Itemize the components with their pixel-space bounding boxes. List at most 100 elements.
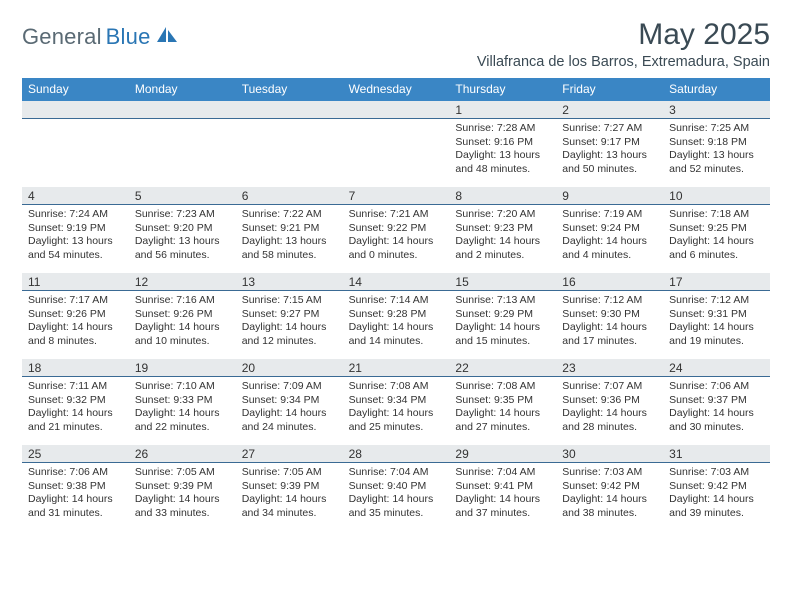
sunrise-line: Sunrise: 7:04 AM xyxy=(349,466,444,480)
day-cell: 8Sunrise: 7:20 AMSunset: 9:23 PMDaylight… xyxy=(449,187,556,273)
day-number: 15 xyxy=(449,273,556,291)
sunset-line: Sunset: 9:19 PM xyxy=(28,222,123,236)
day-number: 30 xyxy=(556,445,663,463)
day-cell: 19 Sunrise: 7:10 AMSunset: 9:33 PMDayligh… xyxy=(129,359,236,445)
day-cell: 15Sunrise: 7:13 AMSunset: 9:29 PMDayligh… xyxy=(449,273,556,359)
day-number: 21 xyxy=(343,359,450,377)
day-number: 19 xyxy=(129,359,236,377)
sunset-line: Sunset: 9:31 PM xyxy=(669,308,764,322)
day-number: 11 xyxy=(22,273,129,291)
sunrise-line: Sunrise: 7:03 AM xyxy=(669,466,764,480)
day-number: 3 xyxy=(663,101,770,119)
day-number: 12 xyxy=(129,273,236,291)
weekday-label: Thursday xyxy=(449,78,556,101)
daylight-line: Daylight: 14 hours and 2 minutes. xyxy=(455,235,550,262)
sunrise-line: Sunrise: 7:07 AM xyxy=(562,380,657,394)
day-body: Sunrise: 7:28 AMSunset: 9:16 PMDaylight:… xyxy=(449,122,556,181)
sunrise-line: Sunrise: 7:15 AM xyxy=(242,294,337,308)
daylight-line: Daylight: 14 hours and 12 minutes. xyxy=(242,321,337,348)
sunset-line: Sunset: 9:42 PM xyxy=(562,480,657,494)
day-number: 22 xyxy=(449,359,556,377)
sunrise-line: Sunrise: 7:04 AM xyxy=(455,466,550,480)
daylight-line: Daylight: 14 hours and 25 minutes. xyxy=(349,407,444,434)
day-body: Sunrise: 7:20 AMSunset: 9:23 PMDaylight:… xyxy=(449,208,556,267)
day-body: Sunrise: 7:22 AMSunset: 9:21 PMDaylight:… xyxy=(236,208,343,267)
sunset-line: Sunset: 9:21 PM xyxy=(242,222,337,236)
day-body: Sunrise: 7:18 AMSunset: 9:25 PMDaylight:… xyxy=(663,208,770,267)
daylight-line: Daylight: 14 hours and 27 minutes. xyxy=(455,407,550,434)
week-row: 4Sunrise: 7:24 AMSunset: 9:19 PMDaylight… xyxy=(22,187,770,273)
sunset-line: Sunset: 9:23 PM xyxy=(455,222,550,236)
day-number: 16 xyxy=(556,273,663,291)
sunrise-line: Sunrise: 7:28 AM xyxy=(455,122,550,136)
day-body: Sunrise: 7:05 AMSunset: 9:39 PMDaylight:… xyxy=(129,466,236,525)
sunrise-line: Sunrise: 7:08 AM xyxy=(455,380,550,394)
day-body: Sunrise: 7:12 AMSunset: 9:31 PMDaylight:… xyxy=(663,294,770,353)
weekday-label: Friday xyxy=(556,78,663,101)
day-body: Sunrise: 7:12 AMSunset: 9:30 PMDaylight:… xyxy=(556,294,663,353)
day-body: Sunrise: 7:03 AMSunset: 9:42 PMDaylight:… xyxy=(663,466,770,525)
daylight-line: Daylight: 14 hours and 21 minutes. xyxy=(28,407,123,434)
daylight-line: Daylight: 14 hours and 33 minutes. xyxy=(135,493,230,520)
day-body: Sunrise: 7:09 AMSunset: 9:34 PMDaylight:… xyxy=(236,380,343,439)
daylight-line: Daylight: 14 hours and 19 minutes. xyxy=(669,321,764,348)
day-cell: 20Sunrise: 7:09 AMSunset: 9:34 PMDayligh… xyxy=(236,359,343,445)
sunrise-line: Sunrise: 7:09 AM xyxy=(242,380,337,394)
sunset-line: Sunset: 9:34 PM xyxy=(349,394,444,408)
daylight-line: Daylight: 14 hours and 6 minutes. xyxy=(669,235,764,262)
sunset-line: Sunset: 9:36 PM xyxy=(562,394,657,408)
daylight-line: Daylight: 14 hours and 15 minutes. xyxy=(455,321,550,348)
day-cell: 2Sunrise: 7:27 AMSunset: 9:17 PMDaylight… xyxy=(556,101,663,187)
day-number: 24 xyxy=(663,359,770,377)
day-number: 5 xyxy=(129,187,236,205)
day-number xyxy=(236,101,343,119)
calendar: SundayMondayTuesdayWednesdayThursdayFrid… xyxy=(22,78,770,531)
day-number xyxy=(129,101,236,119)
day-cell: 24 Sunrise: 7:06 AMSunset: 9:37 PMDayligh… xyxy=(663,359,770,445)
day-body: Sunrise: 7:06 AMSunset: 9:37 PMDaylight:… xyxy=(663,380,770,439)
sunrise-line: Sunrise: 7:17 AM xyxy=(28,294,123,308)
day-cell: 11 Sunrise: 7:17 AMSunset: 9:26 PMDayligh… xyxy=(22,273,129,359)
daylight-line: Daylight: 14 hours and 14 minutes. xyxy=(349,321,444,348)
sunset-line: Sunset: 9:39 PM xyxy=(135,480,230,494)
day-number: 23 xyxy=(556,359,663,377)
sunset-line: Sunset: 9:30 PM xyxy=(562,308,657,322)
sunset-line: Sunset: 9:41 PM xyxy=(455,480,550,494)
sunrise-line: Sunrise: 7:25 AM xyxy=(669,122,764,136)
day-body: Sunrise: 7:05 AMSunset: 9:39 PMDaylight:… xyxy=(236,466,343,525)
weekday-label: Saturday xyxy=(663,78,770,101)
day-cell: 3Sunrise: 7:25 AMSunset: 9:18 PMDaylight… xyxy=(663,101,770,187)
sunset-line: Sunset: 9:16 PM xyxy=(455,136,550,150)
logo-text-blue: Blue xyxy=(106,24,151,50)
day-body: Sunrise: 7:08 AMSunset: 9:34 PMDaylight:… xyxy=(343,380,450,439)
day-number: 17 xyxy=(663,273,770,291)
sunrise-line: Sunrise: 7:05 AM xyxy=(135,466,230,480)
day-cell: 30Sunrise: 7:03 AMSunset: 9:42 PMDayligh… xyxy=(556,445,663,531)
month-title: May 2025 xyxy=(477,18,770,52)
weekday-label: Sunday xyxy=(22,78,129,101)
sunrise-line: Sunrise: 7:24 AM xyxy=(28,208,123,222)
day-cell: 1Sunrise: 7:28 AMSunset: 9:16 PMDaylight… xyxy=(449,101,556,187)
day-body: Sunrise: 7:17 AMSunset: 9:26 PMDaylight:… xyxy=(22,294,129,353)
day-body: Sunrise: 7:10 AMSunset: 9:33 PMDaylight:… xyxy=(129,380,236,439)
daylight-line: Daylight: 13 hours and 54 minutes. xyxy=(28,235,123,262)
sunset-line: Sunset: 9:27 PM xyxy=(242,308,337,322)
sunset-line: Sunset: 9:25 PM xyxy=(669,222,764,236)
day-cell xyxy=(236,101,343,187)
sunrise-line: Sunrise: 7:10 AM xyxy=(135,380,230,394)
day-body: Sunrise: 7:08 AMSunset: 9:35 PMDaylight:… xyxy=(449,380,556,439)
daylight-line: Daylight: 14 hours and 17 minutes. xyxy=(562,321,657,348)
sunrise-line: Sunrise: 7:12 AM xyxy=(562,294,657,308)
sunset-line: Sunset: 9:28 PM xyxy=(349,308,444,322)
sunrise-line: Sunrise: 7:22 AM xyxy=(242,208,337,222)
sunset-line: Sunset: 9:34 PM xyxy=(242,394,337,408)
day-cell: 13 Sunrise: 7:15 AMSunset: 9:27 PMDayligh… xyxy=(236,273,343,359)
day-body: Sunrise: 7:06 AMSunset: 9:38 PMDaylight:… xyxy=(22,466,129,525)
day-body: Sunrise: 7:16 AMSunset: 9:26 PMDaylight:… xyxy=(129,294,236,353)
sunset-line: Sunset: 9:42 PM xyxy=(669,480,764,494)
day-number: 13 xyxy=(236,273,343,291)
daylight-line: Daylight: 14 hours and 4 minutes. xyxy=(562,235,657,262)
day-cell xyxy=(129,101,236,187)
day-cell: 22 Sunrise: 7:08 AMSunset: 9:35 PMDayligh… xyxy=(449,359,556,445)
sunrise-line: Sunrise: 7:03 AM xyxy=(562,466,657,480)
